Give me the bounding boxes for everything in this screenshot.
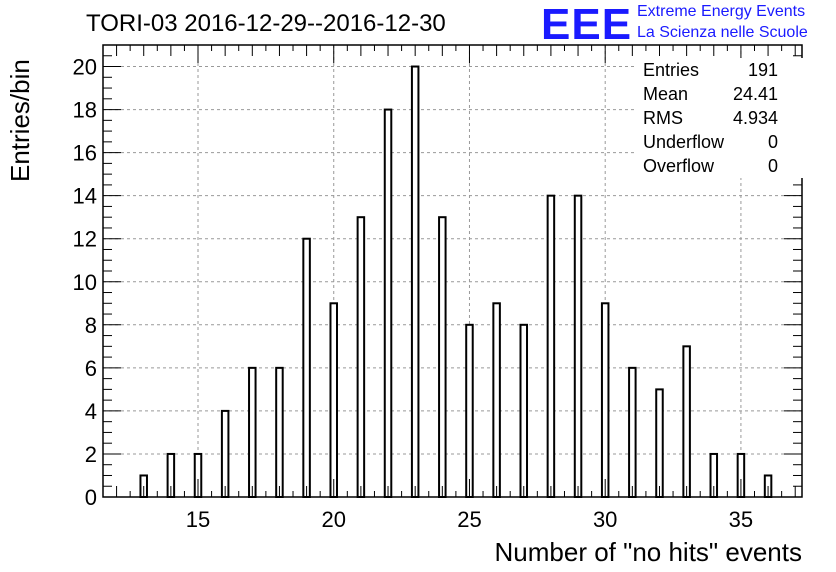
histogram-bar xyxy=(600,302,610,498)
histogram-bar xyxy=(438,216,447,498)
x-tick-label: 30 xyxy=(593,507,617,532)
y-tick-label: 6 xyxy=(85,356,97,381)
stats-box: Entries 191 Mean 24.41 RMS 4.934 Underfl… xyxy=(637,58,805,178)
x-tick-label: 15 xyxy=(186,507,210,532)
logo-text-line1: Extreme Energy Events xyxy=(637,3,806,20)
histogram-bar xyxy=(302,237,311,498)
axes: 0 2 4 6 8 10 12 14 16 18 20 15 20 25 30 35 xyxy=(73,44,803,532)
x-tick-label: 35 xyxy=(729,507,753,532)
histogram-bar xyxy=(220,409,230,498)
histogram-bar xyxy=(465,323,474,498)
y-tick-label: 2 xyxy=(85,442,97,467)
stats-row-entries: Entries 191 xyxy=(637,58,805,82)
stats-row-rms: RMS 4.934 xyxy=(637,106,805,130)
y-tick-label: 18 xyxy=(73,98,97,123)
stats-key: Mean xyxy=(643,84,689,104)
y-tick-label: 14 xyxy=(73,184,97,209)
stats-key: RMS xyxy=(643,108,683,128)
logo-text-line2: La Scienza nelle Scuole xyxy=(637,24,808,41)
y-tick-label: 12 xyxy=(73,227,97,252)
stats-value: 0 xyxy=(767,156,778,176)
stats-key: Entries xyxy=(643,60,700,80)
y-tick-label: 0 xyxy=(85,485,97,510)
histogram-bar xyxy=(573,194,583,499)
eee-logo: EEE xyxy=(541,0,633,49)
y-tick-label: 4 xyxy=(85,399,97,424)
x-tick-label: 20 xyxy=(321,507,345,532)
y-tick-label: 16 xyxy=(73,141,97,166)
histogram-bar xyxy=(356,216,366,498)
histogram-bar xyxy=(655,388,664,498)
stats-row-mean: Mean 24.41 xyxy=(637,82,805,106)
histogram-bars xyxy=(139,65,773,499)
stats-value: 0 xyxy=(767,132,778,152)
y-tick-label: 20 xyxy=(73,55,97,80)
histogram-bar xyxy=(492,302,501,498)
x-axis-label: Number of "no hits" events xyxy=(494,537,803,567)
stats-row-overflow: Overflow 0 xyxy=(637,154,805,178)
y-tick-label: 10 xyxy=(73,270,97,295)
histogram-bar xyxy=(546,194,556,499)
histogram-bar xyxy=(329,302,338,498)
histogram-bar xyxy=(275,366,284,498)
histogram-bar xyxy=(628,366,637,498)
y-axis-label: Entries/bin xyxy=(5,59,35,182)
histogram-bar xyxy=(682,345,691,499)
stats-key: Underflow xyxy=(643,132,725,152)
stats-key: Overflow xyxy=(643,156,715,176)
histogram-bar xyxy=(248,366,257,498)
x-tick-label: 25 xyxy=(457,507,481,532)
histogram-bar xyxy=(410,65,420,499)
y-tick-label: 8 xyxy=(85,313,97,338)
histogram-bar xyxy=(519,323,529,498)
stats-row-underflow: Underflow 0 xyxy=(637,130,805,154)
stats-value: 4.934 xyxy=(732,108,778,128)
chart-title: TORI-03 2016-12-29--2016-12-30 xyxy=(86,10,446,37)
stats-value: 24.41 xyxy=(732,84,778,104)
stats-value: 191 xyxy=(747,60,778,80)
histogram-bar xyxy=(383,108,393,498)
